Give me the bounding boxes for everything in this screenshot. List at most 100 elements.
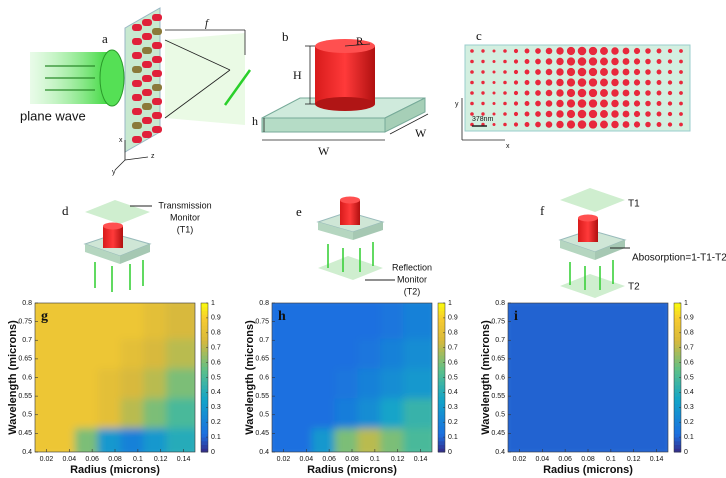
metasurface-top bbox=[464, 44, 691, 132]
dot bbox=[656, 122, 662, 127]
dot bbox=[600, 99, 608, 108]
colorbar-tick-label: 0 bbox=[448, 449, 452, 456]
dot bbox=[535, 100, 541, 107]
x-tick-label: 0.06 bbox=[85, 456, 99, 463]
x-tick-label: 0.04 bbox=[62, 456, 76, 463]
colorbar-step bbox=[438, 340, 445, 345]
dot bbox=[535, 121, 541, 128]
dot bbox=[545, 121, 553, 128]
dot bbox=[503, 70, 507, 74]
colorbar-step bbox=[201, 306, 208, 311]
cells bbox=[508, 303, 668, 452]
dot bbox=[566, 99, 576, 108]
panel-label: b bbox=[282, 29, 289, 44]
colorbar-step bbox=[201, 314, 208, 319]
dot bbox=[481, 112, 485, 116]
axis-label: x bbox=[119, 137, 123, 144]
substrate bbox=[560, 240, 595, 260]
dot bbox=[470, 91, 474, 95]
panel-c: c y x 378nm bbox=[455, 28, 691, 150]
y-tick-label: 0.5 bbox=[22, 412, 32, 419]
colorbar-tick-label: 0.6 bbox=[211, 359, 221, 366]
colorbar-step bbox=[201, 377, 208, 382]
cell bbox=[403, 303, 432, 339]
monitor-label: Monitor bbox=[397, 274, 427, 284]
y-tick-label: 0.6 bbox=[495, 374, 505, 381]
x-tick-label: 0.08 bbox=[345, 456, 359, 463]
pillar-top bbox=[578, 214, 598, 222]
y-tick-label: 0.75 bbox=[18, 318, 32, 325]
monitor-label: Monitor bbox=[170, 212, 200, 222]
pillar bbox=[315, 46, 375, 104]
axes-a bbox=[114, 140, 149, 171]
dot bbox=[481, 91, 485, 95]
colorbar-step bbox=[201, 396, 208, 401]
pillar bbox=[152, 28, 162, 35]
panel-b: b R H h W W bbox=[252, 29, 429, 158]
thickness-label: h bbox=[252, 114, 258, 128]
dot bbox=[611, 89, 619, 97]
colorbar-step bbox=[674, 407, 681, 412]
monitor-label: T1 bbox=[628, 199, 640, 210]
pillar bbox=[142, 33, 152, 40]
colorbar-step bbox=[674, 325, 681, 330]
colorbar-step bbox=[438, 343, 445, 349]
colorbar-step bbox=[438, 444, 445, 449]
colorbar-step bbox=[674, 414, 681, 419]
dot bbox=[492, 70, 496, 74]
colorbar-tick-label: 0.8 bbox=[448, 330, 458, 337]
scale-label: 378nm bbox=[472, 116, 494, 123]
axis-label: x bbox=[506, 143, 510, 150]
pillar bbox=[142, 117, 152, 124]
dot bbox=[556, 89, 564, 97]
dot bbox=[577, 46, 587, 56]
x-tick-label: 0.04 bbox=[535, 456, 549, 463]
y-tick-label: 0.55 bbox=[255, 393, 269, 400]
y-tick-label: 0.55 bbox=[491, 393, 505, 400]
colorbar-tick-label: 0.8 bbox=[211, 330, 221, 337]
dot bbox=[611, 57, 619, 66]
x-axis-label: Radius (microns) bbox=[543, 464, 633, 476]
y-tick-label: 0.8 bbox=[495, 300, 505, 307]
y-tick-label: 0.45 bbox=[18, 430, 32, 437]
colorbar-tick-label: 0.3 bbox=[448, 404, 458, 411]
colorbar-step bbox=[438, 422, 445, 427]
cell bbox=[639, 303, 668, 339]
dot bbox=[535, 58, 541, 65]
colorbar-step bbox=[438, 332, 445, 338]
colorbar-step bbox=[201, 358, 208, 364]
dot bbox=[524, 101, 530, 106]
cells-blur bbox=[35, 303, 195, 452]
dot bbox=[535, 69, 541, 75]
colorbar-step bbox=[438, 358, 445, 364]
colorbar-step bbox=[674, 373, 681, 378]
colorbar-step bbox=[674, 317, 681, 323]
x-axis-label: Radius (microns) bbox=[70, 464, 160, 476]
dot bbox=[535, 111, 541, 117]
colorbar-tick-label: 0.8 bbox=[684, 330, 694, 337]
pillar bbox=[132, 94, 142, 101]
x-tick-label: 0.04 bbox=[299, 456, 313, 463]
x-tick-label: 0.08 bbox=[581, 456, 595, 463]
colorbar-step bbox=[438, 448, 445, 453]
y-tick-label: 0.4 bbox=[495, 449, 505, 456]
dot bbox=[656, 80, 662, 85]
dot bbox=[545, 100, 553, 107]
dot bbox=[656, 111, 662, 117]
colorbar-tick-label: 0.6 bbox=[448, 359, 458, 366]
colorbar-tick-label: 0.9 bbox=[684, 315, 694, 322]
dot bbox=[611, 78, 619, 87]
dot bbox=[645, 100, 651, 107]
colorbar-step bbox=[674, 388, 681, 393]
dot bbox=[656, 101, 662, 106]
pillar bbox=[152, 98, 162, 105]
colorbar-tick-label: 0.5 bbox=[448, 374, 458, 381]
colorbar-step bbox=[438, 433, 445, 438]
dot bbox=[503, 122, 507, 127]
dot bbox=[600, 78, 608, 87]
colorbar-step bbox=[674, 425, 681, 431]
arrows bbox=[327, 242, 374, 272]
colorbar-step bbox=[201, 321, 208, 326]
y-tick-label: 0.65 bbox=[491, 356, 505, 363]
colorbar-step bbox=[674, 384, 681, 390]
